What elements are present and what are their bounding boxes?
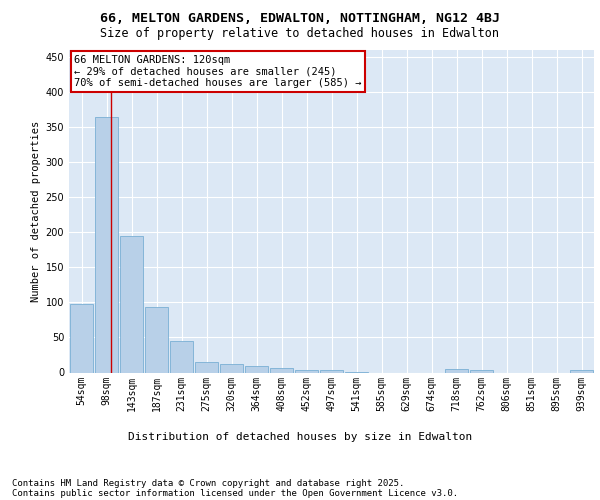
Bar	[170, 341, 193, 372]
Bar	[70, 304, 93, 372]
Text: 66, MELTON GARDENS, EDWALTON, NOTTINGHAM, NG12 4BJ: 66, MELTON GARDENS, EDWALTON, NOTTINGHAM…	[100, 12, 500, 26]
Bar	[220, 364, 243, 372]
Text: Contains public sector information licensed under the Open Government Licence v3: Contains public sector information licen…	[12, 488, 458, 498]
Bar	[270, 368, 293, 372]
Bar	[320, 370, 343, 372]
Text: Distribution of detached houses by size in Edwalton: Distribution of detached houses by size …	[128, 432, 472, 442]
Bar	[195, 362, 218, 372]
Bar	[95, 116, 118, 372]
Bar	[295, 370, 318, 372]
Bar	[570, 370, 593, 372]
Text: Size of property relative to detached houses in Edwalton: Size of property relative to detached ho…	[101, 28, 499, 40]
Bar	[245, 366, 268, 372]
Bar	[120, 236, 143, 372]
Bar	[145, 308, 168, 372]
Y-axis label: Number of detached properties: Number of detached properties	[31, 120, 41, 302]
Bar	[470, 370, 493, 372]
Bar	[445, 369, 468, 372]
Text: 66 MELTON GARDENS: 120sqm
← 29% of detached houses are smaller (245)
70% of semi: 66 MELTON GARDENS: 120sqm ← 29% of detac…	[74, 55, 362, 88]
Text: Contains HM Land Registry data © Crown copyright and database right 2025.: Contains HM Land Registry data © Crown c…	[12, 478, 404, 488]
